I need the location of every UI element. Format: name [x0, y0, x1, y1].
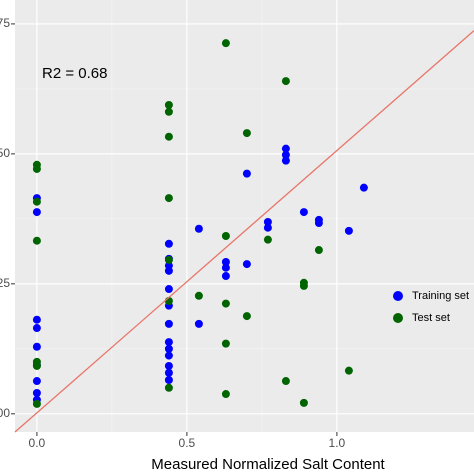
point: [221, 390, 230, 399]
point: [242, 312, 251, 321]
point: [32, 342, 41, 351]
point: [164, 255, 173, 264]
point: [164, 383, 173, 392]
point: [194, 319, 203, 328]
x-tick-label: 0.0: [29, 436, 46, 450]
point: [314, 219, 323, 228]
x-axis-title: Measured Normalized Salt Content: [151, 456, 385, 473]
y-tick-label: 0.00: [0, 406, 10, 420]
point: [344, 226, 353, 235]
point: [299, 281, 308, 290]
point: [164, 194, 173, 203]
point: [314, 246, 323, 255]
r2-annotation: R2 = 0.68: [42, 65, 107, 82]
point: [32, 361, 41, 370]
point: [281, 150, 290, 159]
point: [263, 235, 272, 244]
point: [359, 183, 368, 192]
point: [299, 208, 308, 217]
point: [221, 258, 230, 267]
plot-background: [15, 0, 474, 432]
point: [164, 101, 173, 110]
point: [221, 299, 230, 308]
point: [164, 376, 173, 385]
point: [299, 398, 308, 407]
point: [32, 324, 41, 333]
point: [164, 361, 173, 370]
point: [164, 107, 173, 116]
x-tick-label: 0.5: [179, 436, 196, 450]
point: [194, 291, 203, 300]
point: [164, 266, 173, 275]
point: [221, 39, 230, 48]
point: [164, 344, 173, 353]
point: [32, 208, 41, 217]
point: [32, 315, 41, 324]
y-tick-label: 0.75: [0, 16, 10, 30]
point: [221, 232, 230, 241]
reference-line: [14, 30, 474, 433]
point: [32, 164, 41, 173]
point: [281, 77, 290, 86]
y-tick-label: 0.50: [0, 146, 10, 160]
point: [164, 239, 173, 248]
point: [242, 260, 251, 269]
point: [194, 224, 203, 233]
point: [221, 339, 230, 348]
point: [221, 263, 230, 272]
point: [32, 389, 41, 398]
point: [281, 144, 290, 153]
point: [32, 399, 41, 408]
legend-swatch: [393, 313, 403, 323]
legend-swatch: [393, 291, 403, 301]
point: [164, 338, 173, 347]
point: [164, 351, 173, 360]
legend-label: Test set: [412, 312, 450, 324]
point: [164, 319, 173, 328]
point: [32, 236, 41, 245]
point: [164, 132, 173, 141]
point: [344, 366, 353, 375]
point: [164, 368, 173, 377]
point: [281, 156, 290, 165]
point: [242, 169, 251, 178]
point: [242, 129, 251, 138]
x-tick-label: 1.0: [329, 436, 346, 450]
point: [164, 285, 173, 294]
point: [32, 377, 41, 386]
point: [281, 377, 290, 386]
point: [221, 272, 230, 281]
legend-label: Training set: [412, 290, 469, 302]
point: [263, 223, 272, 232]
point: [263, 217, 272, 226]
point: [32, 197, 41, 206]
y-tick-label: 0.25: [0, 276, 10, 290]
